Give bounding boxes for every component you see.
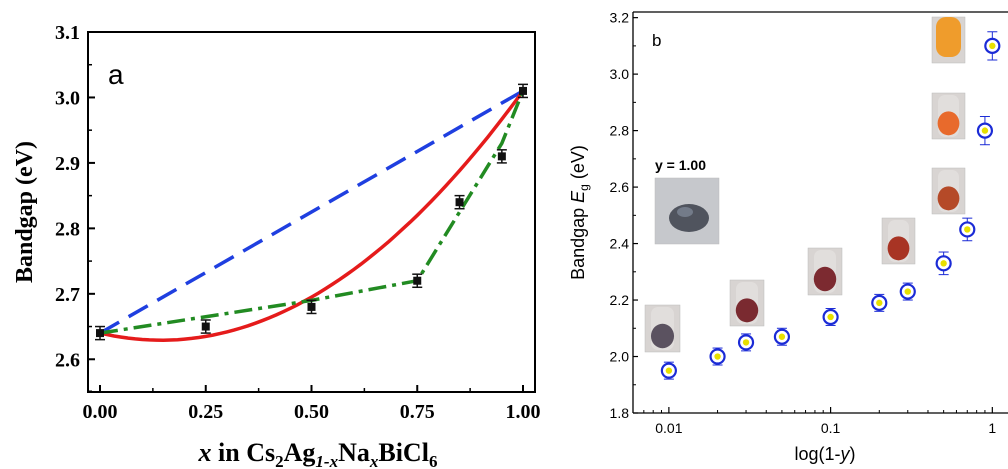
panel-a-label: a: [108, 59, 124, 90]
sample-photo-1: [644, 304, 681, 353]
panel-b-data-point-center: [778, 333, 786, 340]
sample-powder: [887, 236, 910, 261]
panel-a-quadratic-fit-curve: [99, 89, 525, 342]
sample-powder: [937, 111, 960, 136]
sample-photo-4: [881, 217, 916, 265]
panel-a-ytick-label: 3.0: [55, 87, 80, 109]
panel-b-data-point-center: [989, 42, 996, 50]
panel-b-xtick-label: 0.01: [655, 420, 682, 436]
panel-b-data-point-center: [940, 260, 947, 267]
sample-photo-7: [931, 16, 966, 64]
panel-a-ylabel: Bandgap (eV): [12, 141, 38, 283]
panel-a-ytick-label: 2.9: [55, 153, 80, 175]
panel-a-ytick-label: 2.6: [55, 349, 80, 371]
panel-b-ytick-label: 1.8: [610, 405, 630, 421]
panel-a-data-point: [96, 329, 104, 338]
panel-b-ytick-label: 2.4: [610, 236, 630, 252]
panel-a-data-point: [455, 198, 464, 207]
panel-b-ytick-label: 3.0: [610, 66, 630, 82]
panel-b-ytick-label: 2.2: [610, 292, 630, 308]
panel-a-data-point: [201, 322, 210, 331]
sample-powder: [650, 323, 675, 349]
panel-a-data-point: [307, 302, 316, 311]
panel-b-ytick-label: 3.2: [610, 10, 630, 26]
panel-a-xlabel: x in Cs2Ag1-xNaxBiCl6: [198, 438, 438, 469]
panel-b-data-point-center: [742, 339, 750, 346]
panel-b-data-point-center: [714, 353, 721, 360]
panel-b-data-point-center: [964, 226, 971, 233]
sample-powder: [937, 186, 960, 211]
panel-a-xtick-label: 0.75: [400, 401, 435, 423]
sample-photo-5: [931, 167, 966, 215]
sample-tube: [936, 17, 961, 57]
panel-b-data-point-center: [876, 299, 883, 307]
panel-a-xtick-label: 0.25: [188, 401, 223, 423]
panel-b-data-point-center: [827, 313, 834, 321]
panel-b-annotation: y = 1.00: [655, 157, 706, 173]
panel-a-data-point: [519, 86, 527, 95]
panel-b-label: b: [652, 31, 661, 50]
panel-a-xtick-label: 0.00: [83, 401, 118, 423]
panel-a-ytick-label: 3.1: [55, 22, 80, 44]
panel-a-data-point: [413, 276, 422, 285]
sample-powder: [735, 298, 759, 323]
panel-b-data-point-center: [904, 288, 911, 295]
sample-photo-large: [654, 177, 720, 245]
panel-b-ylabel: Bandgap Eg (eV): [568, 145, 591, 280]
panel-a: 0.00 0.25 0.50 0.75 1.00 2.6 2.7 2.8 2.9 3.0 3.1 a B…: [12, 22, 541, 469]
panel-b-xlabel: log(1-y): [794, 444, 855, 464]
panel-b-ytick-label: 2.8: [610, 123, 630, 139]
sample-photo-3: [807, 247, 843, 296]
panel-b-data-point-center: [665, 367, 673, 374]
panel-a-data-point: [497, 152, 506, 161]
panel-a-xtick-label: 1.00: [506, 401, 541, 423]
sample-powder: [813, 266, 837, 292]
sample-photo-6: [931, 92, 966, 140]
panel-a-ytick-label: 2.7: [55, 284, 80, 306]
panel-b-ytick-label: 2.6: [610, 179, 630, 195]
sample-pellet-highlight: [677, 207, 693, 217]
sample-photo-2: [729, 279, 765, 327]
panel-b: 1.8 2.0 2.2 2.4 2.6 2.8 3.0 3.2 0.01 0.1 1 b Bandgap…: [568, 10, 1008, 464]
panel-b-xtick-label: 1: [988, 420, 996, 436]
panel-a-xtick-label: 0.50: [294, 401, 329, 423]
panel-a-ytick-label: 2.8: [55, 218, 80, 240]
panel-b-xtick-label: 0.1: [821, 420, 841, 436]
panel-a-linear-dashed-line: [99, 89, 524, 335]
panel-b-ytick-label: 2.0: [610, 349, 630, 365]
panel-b-data-point-center: [981, 127, 989, 134]
